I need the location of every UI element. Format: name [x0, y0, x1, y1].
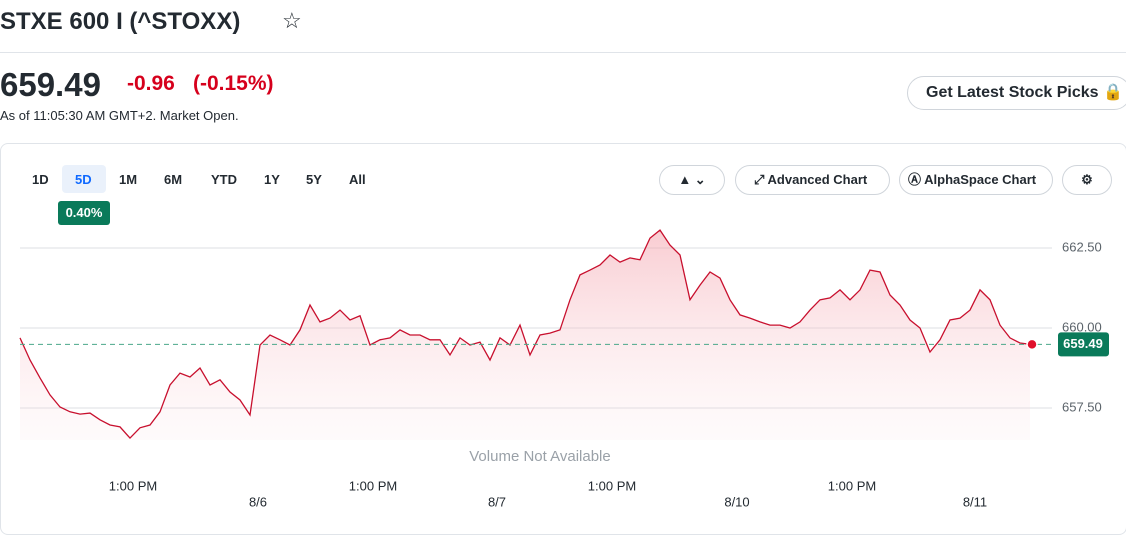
divider — [0, 52, 1126, 53]
line — [19, 229, 1031, 440]
range-button[interactable]: All — [349, 172, 366, 187]
y-tick-label: 662.50 — [1062, 239, 1102, 254]
settings-button[interactable]: ⚙ — [1062, 165, 1112, 195]
range-button[interactable]: 1M — [119, 172, 138, 187]
x-tick-label: 8/7 — [488, 494, 506, 509]
x-tick-label: 1:00 PM — [109, 478, 157, 493]
range-button[interactable]: YTD — [211, 172, 237, 187]
range-button[interactable]: 1Y — [264, 172, 280, 187]
range-button[interactable]: 5D — [75, 172, 92, 187]
change-percent: (-0.15%) — [193, 72, 274, 95]
x-tick-label: 1:00 PM — [828, 478, 876, 493]
stock-picks-button[interactable]: Get Latest Stock Picks 🔒 — [907, 76, 1126, 110]
alphaspace-button[interactable]: Ⓐ AlphaSpace Chart — [899, 165, 1053, 195]
chart-type-button[interactable]: ▲ ⌄ — [659, 165, 725, 195]
x-tick-label: 8/11 — [963, 494, 987, 509]
change: -0.96 — [127, 72, 175, 95]
selected-range-bg — [62, 165, 106, 193]
current-label-bg — [1058, 332, 1109, 357]
range-button[interactable]: 6M — [164, 172, 183, 187]
x-tick-label: 8/6 — [249, 494, 267, 509]
current-dot — [1026, 338, 1038, 351]
title: STXE 600 I (^STOXX) — [0, 8, 241, 35]
range-button[interactable]: 1D — [32, 172, 49, 187]
current-label: 659.49 — [1063, 336, 1103, 351]
as-of: As of 11:05:30 AM GMT+2. Market Open. — [0, 108, 239, 123]
area — [20, 230, 1030, 440]
y-tick-label: 660.00 — [1062, 319, 1102, 334]
price: 659.49 — [0, 66, 101, 103]
y-tick-label: 657.50 — [1062, 399, 1102, 414]
range-button[interactable]: 5Y — [306, 172, 322, 187]
x-tick-label: 8/10 — [724, 494, 749, 509]
chart: Volume Not Available 657.50 660.00 662.50 1… — [19, 229, 1109, 509]
x-tick-label: 1:00 PM — [588, 478, 636, 493]
x-tick-label: 1:00 PM — [349, 478, 397, 493]
label: AlphaSpace Chart — [924, 172, 1037, 187]
button-label: Get Latest Stock Picks — [926, 84, 1099, 101]
label: Advanced Chart — [767, 172, 868, 187]
watch-star[interactable]: ☆ — [282, 8, 302, 33]
volume-note: Volume Not Available — [469, 448, 610, 465]
advanced-chart-button[interactable]: ⤢ Advanced Chart — [735, 165, 890, 195]
page: STXE 600 I (^STOXX) ☆ 659.49 -0.96 (-0.1… — [0, 8, 1126, 535]
range-badge: 0.40% — [58, 201, 110, 225]
